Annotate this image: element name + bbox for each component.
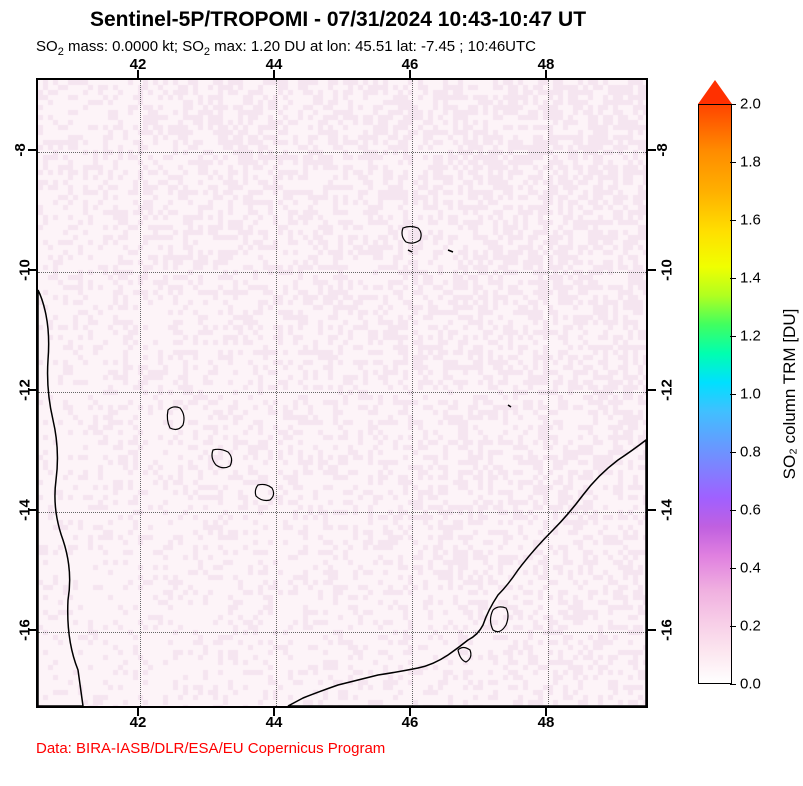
lat-axis-label: -8 [654,143,671,156]
colorbar-underflow-arrow-bottom [698,684,732,708]
colorbar-tick-label: 0.0 [740,676,761,693]
lat-axis-label: -14 [658,499,675,521]
map-heatmap-canvas [38,80,646,706]
data-credit: Data: BIRA-IASB/DLR/ESA/EU Copernicus Pr… [36,740,385,757]
colorbar-axis-title: SO₂ column TRM [DU] [780,309,800,480]
lat-axis-label: -16 [658,619,675,641]
colorbar-tick-label: 2.0 [740,96,761,113]
colorbar-tick-label: 0.4 [740,560,761,577]
colorbar-tick-label: 1.4 [740,270,761,287]
lat-axis-label: -12 [658,379,675,401]
chart-subtitle: SO2 mass: 0.0000 kt; SO2 max: 1.20 DU at… [36,38,536,58]
lat-axis-label: -10 [658,259,675,281]
lat-axis-label: -8 [12,143,29,156]
lon-axis-label: 42 [130,714,147,731]
colorbar-tick-label: 0.2 [740,618,761,635]
colorbar-tick-label: 1.2 [740,328,761,345]
colorbar [698,80,732,708]
map-plot-area [36,78,648,708]
colorbar-tick-label: 1.6 [740,212,761,229]
lon-axis-label: 48 [538,714,555,731]
colorbar-overflow-arrow-top [698,80,732,104]
colorbar-tick-label: 1.0 [740,386,761,403]
lon-axis-label: 46 [402,714,419,731]
colorbar-gradient [698,104,732,684]
chart-title: Sentinel-5P/TROPOMI - 07/31/2024 10:43-1… [90,8,586,32]
lon-axis-label: 44 [266,714,283,731]
colorbar-tick-label: 0.6 [740,502,761,519]
colorbar-tick-label: 1.8 [740,154,761,171]
colorbar-tick-label: 0.8 [740,444,761,461]
